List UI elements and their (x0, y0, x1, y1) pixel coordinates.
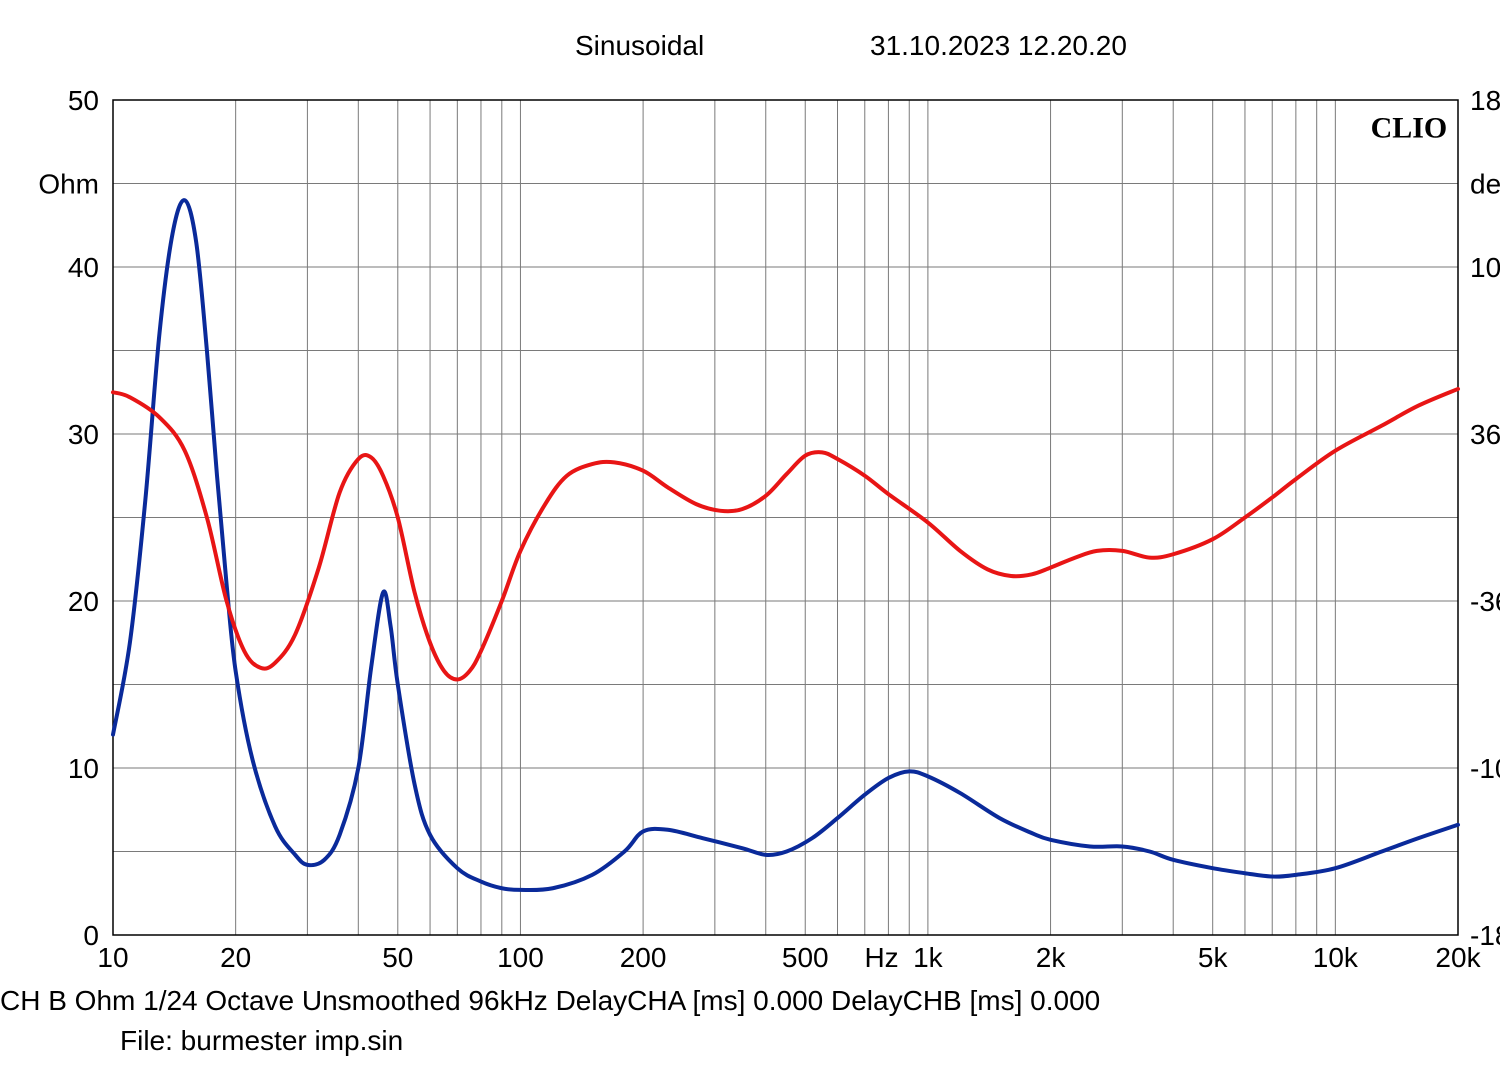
y-right-tick-label: -180 (1470, 920, 1500, 951)
header-title: Sinusoidal (575, 30, 704, 62)
x-tick-label: 5k (1198, 942, 1229, 970)
x-tick-label: 1k (913, 942, 944, 970)
y-right-tick-label: 108 (1470, 252, 1500, 283)
x-tick-label: 10k (1313, 942, 1359, 970)
y-right-tick-label: 180 (1470, 85, 1500, 116)
y-right-tick-label: -108 (1470, 753, 1500, 784)
x-tick-label: 50 (382, 942, 413, 970)
x-tick-label: 10 (97, 942, 128, 970)
x-tick-label: 200 (620, 942, 667, 970)
chart-page: { "header": { "title": "Sinusoidal", "ti… (0, 0, 1500, 1074)
chart-svg: 1020501002005001k2k5k10k20kHz01020304050… (0, 70, 1500, 970)
x-tick-label: 20 (220, 942, 251, 970)
y-left-tick-label: 0 (83, 920, 99, 951)
x-tick-label: 2k (1036, 942, 1067, 970)
y-right-axis-label: deg (1470, 169, 1500, 200)
x-axis-unit: Hz (864, 942, 898, 970)
x-tick-label: 100 (497, 942, 544, 970)
x-tick-label: 500 (782, 942, 829, 970)
y-right-tick-label: 36 (1470, 419, 1500, 450)
y-left-axis-label: Ohm (38, 169, 99, 200)
footer-info: CH B Ohm 1/24 Octave Unsmoothed 96kHz De… (0, 985, 1100, 1017)
file-label: File: burmester imp.sin (120, 1025, 403, 1057)
y-left-tick-label: 30 (68, 419, 99, 450)
y-left-tick-label: 10 (68, 753, 99, 784)
clio-logo: CLIO (1371, 112, 1448, 145)
y-right-tick-label: -36 (1470, 586, 1500, 617)
y-left-tick-label: 50 (68, 85, 99, 116)
y-left-tick-label: 40 (68, 252, 99, 283)
header-timestamp: 31.10.2023 12.20.20 (870, 30, 1127, 62)
y-left-tick-label: 20 (68, 586, 99, 617)
chart-container: 1020501002005001k2k5k10k20kHz01020304050… (0, 70, 1500, 975)
